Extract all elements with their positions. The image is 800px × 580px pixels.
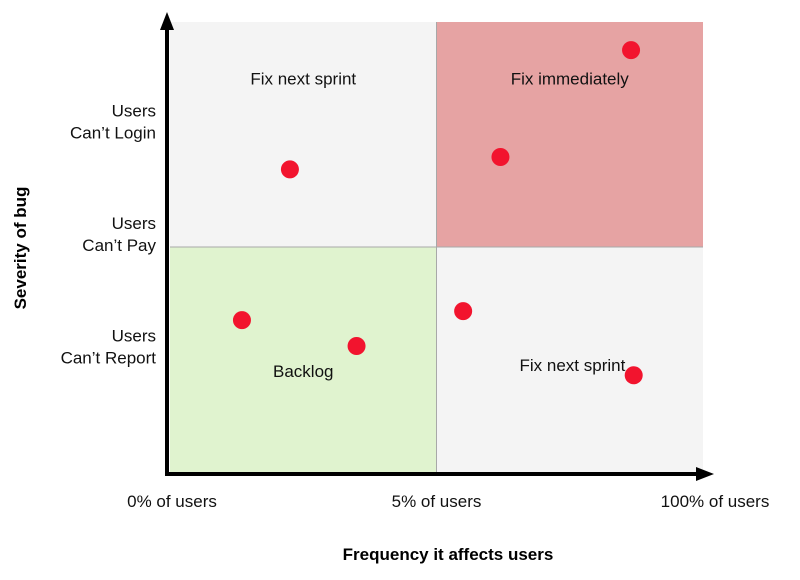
x-axis-arrow bbox=[696, 467, 714, 481]
y-axis-arrow bbox=[160, 12, 174, 30]
data-point-2 bbox=[622, 41, 641, 60]
data-point-4 bbox=[347, 337, 366, 355]
x-tick-labels: 0% of users 5% of users 100% of users bbox=[127, 492, 769, 511]
x-tick-label-0: 0% of users bbox=[127, 492, 217, 511]
quadrant-label-0: Fix next sprint bbox=[250, 69, 356, 88]
quadrant-2 bbox=[170, 247, 437, 472]
quadrants bbox=[170, 22, 703, 472]
quadrant-label-2: Backlog bbox=[273, 362, 333, 381]
axes bbox=[160, 12, 714, 481]
x-axis-title: Frequency it affects users bbox=[343, 545, 554, 564]
quadrant-1 bbox=[436, 22, 703, 247]
quadrant-label-3: Fix next sprint bbox=[520, 356, 626, 375]
quadrant-labels: Fix next sprint Fix immediately Backlog Fix… bbox=[250, 69, 629, 381]
data-point-0 bbox=[280, 160, 299, 179]
x-tick-label-1: 5% of users bbox=[392, 492, 482, 511]
data-point-1 bbox=[491, 148, 510, 166]
quadrant-label-1: Fix immediately bbox=[511, 69, 630, 88]
y-tick-label-0: Users Can’t Report bbox=[61, 327, 157, 368]
quadrant-dividers bbox=[170, 22, 703, 472]
y-axis-title: Severity of bug bbox=[11, 187, 30, 310]
quadrant-3 bbox=[436, 247, 703, 472]
data-point-3 bbox=[232, 311, 251, 330]
data-point-6 bbox=[624, 366, 643, 385]
y-tick-label-2: Users Can’t Login bbox=[70, 102, 156, 143]
data-points bbox=[232, 41, 643, 385]
data-point-5 bbox=[454, 302, 473, 321]
quadrant-0 bbox=[170, 22, 437, 247]
y-tick-labels: Users Can’t Report Users Can’t Pay Users Can’… bbox=[61, 102, 157, 368]
x-tick-label-2: 100% of users bbox=[661, 492, 770, 511]
y-tick-label-1: Users Can’t Pay bbox=[82, 214, 156, 255]
